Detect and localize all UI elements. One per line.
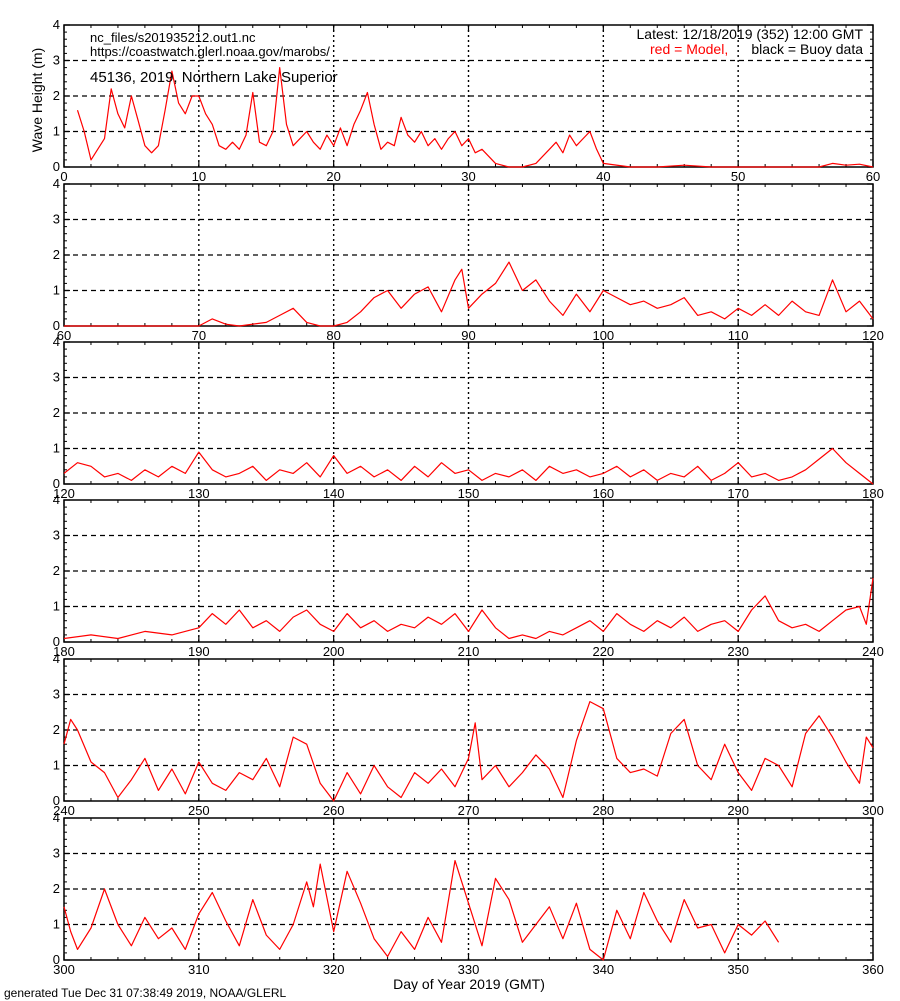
x-tick-label: 360 <box>862 962 884 977</box>
x-tick-label: 80 <box>326 328 340 343</box>
x-tick-label: 350 <box>727 962 749 977</box>
x-tick-label: 200 <box>323 644 345 659</box>
x-tick-label: 60 <box>57 328 71 343</box>
x-tick-label: 190 <box>188 644 210 659</box>
x-tick-label: 70 <box>192 328 206 343</box>
x-tick-label: 60 <box>866 169 880 184</box>
legend-model: red = Model, <box>650 41 728 57</box>
x-tick-label: 110 <box>728 328 749 343</box>
y-tick-label: 3 <box>53 212 60 227</box>
y-tick-label: 3 <box>53 53 60 68</box>
y-tick-label: 1 <box>53 758 60 773</box>
x-tick-label: 170 <box>727 486 749 501</box>
x-tick-label: 240 <box>862 644 884 659</box>
x-tick-label: 220 <box>592 644 614 659</box>
y-tick-label: 1 <box>53 599 60 614</box>
header-url: https://coastwatch.glerl.noaa.gov/marobs… <box>90 44 330 59</box>
y-tick-label: 0 <box>53 318 60 333</box>
x-tick-label: 100 <box>592 328 614 343</box>
x-tick-label: 120 <box>862 328 884 343</box>
y-tick-label: 4 <box>53 810 60 825</box>
panel-4: 0 1 2 3 4 180 190 200 210 220 230 240 <box>53 492 884 659</box>
station-title: 45136, 2019, Northern Lake Superior <box>90 69 338 86</box>
model-series-line <box>63 700 874 802</box>
y-tick-label: 2 <box>53 722 60 737</box>
x-tick-label: 310 <box>188 962 210 977</box>
y-tick-label: 3 <box>53 528 60 543</box>
x-tick-label: 150 <box>458 486 480 501</box>
x-tick-label: 0 <box>60 169 67 184</box>
y-tick-label: 2 <box>53 88 60 103</box>
model-series-line <box>63 578 874 640</box>
x-tick-label: 40 <box>596 169 610 184</box>
y-tick-label: 2 <box>53 247 60 262</box>
y-tick-label: 0 <box>53 793 60 808</box>
y-tick-label: 0 <box>53 159 60 174</box>
x-tick-label: 240 <box>53 803 75 818</box>
y-tick-label: 1 <box>53 917 60 932</box>
y-tick-label: 1 <box>53 441 60 456</box>
y-axis-label: Wave Height (m) <box>29 48 45 153</box>
y-tick-label: 2 <box>53 881 60 896</box>
y-tick-label: 3 <box>53 370 60 385</box>
y-tick-label: 2 <box>53 405 60 420</box>
x-tick-label: 260 <box>323 803 345 818</box>
x-tick-label: 340 <box>592 962 614 977</box>
x-tick-label: 290 <box>727 803 749 818</box>
y-tick-label: 4 <box>53 176 60 191</box>
y-tick-label: 2 <box>53 563 60 578</box>
x-tick-label: 210 <box>458 644 480 659</box>
x-tick-label: 230 <box>727 644 749 659</box>
model-series-line <box>76 66 874 168</box>
x-tick-label: 270 <box>458 803 480 818</box>
x-tick-label: 330 <box>458 962 480 977</box>
model-series-line <box>63 859 780 961</box>
x-axis-label: Day of Year 2019 (GMT) <box>393 976 545 992</box>
x-tick-label: 180 <box>862 486 884 501</box>
y-tick-label: 1 <box>53 283 60 298</box>
x-tick-label: 180 <box>53 644 75 659</box>
latest-date: Latest: 12/18/2019 (352) 12:00 GMT <box>637 26 864 42</box>
y-tick-label: 4 <box>53 17 60 32</box>
panel-6: 0 1 2 3 4 300 310 320 330 340 350 360 <box>53 810 884 977</box>
x-tick-label: 30 <box>461 169 475 184</box>
y-tick-label: 3 <box>53 846 60 861</box>
x-tick-label: 20 <box>326 169 340 184</box>
x-tick-label: 140 <box>323 486 345 501</box>
panel-3: 0 1 2 3 4 120 130 140 150 160 170 180 <box>53 334 884 501</box>
header-file: nc_files/s201935212.out1.nc <box>90 30 256 45</box>
x-tick-label: 320 <box>323 962 345 977</box>
x-tick-label: 280 <box>592 803 614 818</box>
footer-generated: generated Tue Dec 31 07:38:49 2019, NOAA… <box>4 986 287 1000</box>
x-tick-label: 50 <box>731 169 745 184</box>
y-tick-label: 1 <box>53 124 60 139</box>
x-tick-label: 90 <box>461 328 475 343</box>
y-tick-label: 4 <box>53 492 60 507</box>
x-tick-label: 160 <box>592 486 614 501</box>
y-tick-label: 4 <box>53 334 60 349</box>
y-tick-label: 0 <box>53 952 60 967</box>
y-tick-label: 0 <box>53 476 60 491</box>
legend-buoy: black = Buoy data <box>751 41 863 57</box>
y-tick-label: 3 <box>53 687 60 702</box>
model-series-line <box>64 261 874 327</box>
panel-5: 0 1 2 3 4 240 250 260 270 280 290 300 <box>53 651 884 818</box>
x-tick-label: 10 <box>192 169 206 184</box>
x-tick-label: 250 <box>188 803 210 818</box>
x-tick-label: 120 <box>53 486 75 501</box>
x-tick-label: 300 <box>862 803 884 818</box>
panel-2: 0 1 2 3 4 60 70 80 90 100 110 120 <box>53 176 884 343</box>
y-tick-label: 4 <box>53 651 60 666</box>
model-series-line <box>63 447 874 485</box>
x-tick-label: 300 <box>53 962 75 977</box>
y-tick-label: 0 <box>53 634 60 649</box>
x-tick-label: 130 <box>188 486 210 501</box>
